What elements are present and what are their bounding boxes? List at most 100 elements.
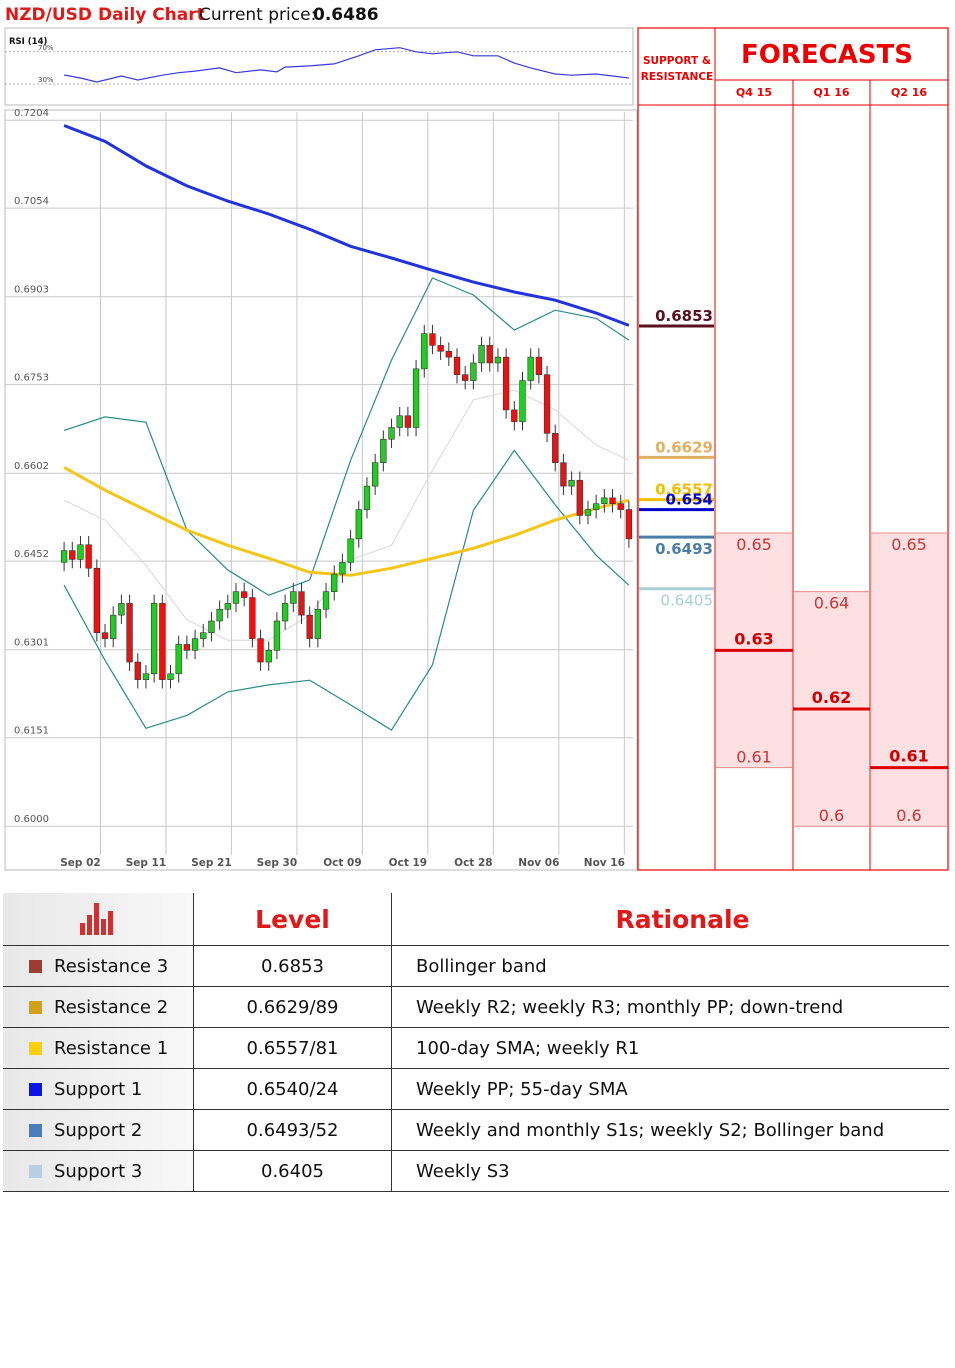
candle-body — [625, 509, 633, 540]
candle-body — [576, 479, 583, 516]
candle-body — [110, 614, 117, 639]
swatch — [29, 959, 42, 973]
candle-body — [257, 638, 264, 663]
swatch — [29, 1041, 42, 1055]
candle-body — [429, 333, 436, 346]
forecast-high: 0.65 — [891, 535, 927, 554]
candle-body — [298, 591, 305, 616]
price-label: Current price: — [199, 5, 316, 25]
x-tick-label: Sep 02 — [60, 857, 100, 869]
candle-body — [85, 544, 92, 569]
candle-body — [388, 427, 395, 440]
y-tick-label: 0.6151 — [14, 726, 49, 737]
rationale: 100-day SMA; weekly R1 — [391, 1027, 949, 1069]
icon — [80, 903, 113, 935]
forecast-target-label: 0.63 — [734, 629, 773, 648]
x-tick-label: Sep 21 — [191, 857, 231, 869]
candle-body — [290, 591, 297, 604]
candle-body — [200, 632, 207, 639]
candle-body — [322, 591, 330, 610]
table-row: Support 2 0.6493/52 Weekly and monthly S1s… — [3, 1109, 949, 1151]
forecast-high: 0.65 — [736, 535, 772, 554]
y-tick-label: 0.7054 — [14, 196, 49, 207]
candle-body — [191, 638, 199, 651]
table-row: Resistance 3 0.6853 Bollinger band — [3, 945, 949, 987]
indicator-line — [63, 277, 630, 596]
period-label: Q1 16 — [813, 86, 849, 99]
forecast-title: FORECASTS — [741, 40, 913, 70]
candle-body — [314, 608, 322, 639]
sr-label: 0.6557 — [655, 481, 713, 499]
candle-body — [568, 479, 575, 487]
level-name: Resistance 2 — [54, 996, 169, 1018]
chart-title: NZD/USD Daily Chart — [5, 5, 205, 25]
indicator-line — [63, 449, 630, 731]
forecast-low: 0.6 — [819, 806, 844, 825]
level-value: 0.6405 — [193, 1150, 392, 1192]
candle-body — [560, 462, 567, 487]
candle-body — [134, 661, 141, 680]
forecast-target-label: 0.62 — [812, 688, 851, 707]
candle-body — [142, 673, 150, 680]
level-name-cell: Support 1 — [3, 1068, 194, 1110]
candle-body — [101, 632, 109, 639]
y-tick-label: 30% — [38, 76, 54, 84]
candle-body — [118, 603, 125, 616]
candle-body — [93, 567, 101, 634]
forecast-low: 0.61 — [736, 748, 772, 767]
candle-body — [306, 614, 313, 639]
forecast-low: 0.6 — [896, 806, 921, 825]
candle-body — [347, 538, 354, 563]
x-tick-label: Nov 06 — [518, 857, 559, 869]
y-tick-label: 0.6452 — [14, 549, 49, 560]
candle-body — [175, 644, 182, 675]
x-tick-label: Oct 19 — [389, 857, 427, 869]
table-body: Resistance 3 0.6853 Bollinger band Resistan… — [3, 945, 949, 1192]
rsi-title: RSI (14) — [9, 37, 48, 47]
chart: NZD/USD Daily Chart Current price: 0.648… — [4, 5, 949, 871]
candle-body — [437, 345, 444, 352]
candle-body — [519, 380, 526, 422]
table-icon — [3, 893, 194, 946]
candle-body — [396, 415, 403, 428]
candle-body — [241, 591, 248, 598]
candle-body — [453, 356, 461, 376]
period-label: Q4 15 — [736, 86, 772, 99]
rationale: Weekly S3 — [391, 1150, 949, 1192]
level-value: 0.6629/89 — [193, 986, 392, 1028]
table-row: Support 3 0.6405 Weekly S3 — [3, 1150, 949, 1192]
indicator-line — [63, 124, 630, 327]
candle-body — [404, 415, 412, 428]
candle-body — [208, 620, 215, 634]
swatch — [29, 1082, 42, 1096]
y-tick-label: 0.7204 — [14, 108, 49, 119]
candle-body — [150, 603, 158, 675]
candle-body — [232, 591, 240, 604]
level-value: 0.6557/81 — [193, 1027, 392, 1069]
candle-body — [486, 345, 493, 364]
y-tick-label: 0.6753 — [14, 373, 49, 384]
level-value: 0.6493/52 — [193, 1109, 392, 1151]
candle-body — [470, 362, 477, 381]
y-tick-label: 0.6602 — [14, 461, 49, 472]
candle-body — [511, 409, 518, 422]
level-value: 0.6853 — [193, 945, 392, 987]
candle-body — [126, 603, 133, 663]
candle-body — [224, 603, 231, 610]
candle-body — [77, 544, 84, 560]
swatch — [29, 1164, 42, 1178]
table-row: Resistance 2 0.6629/89 Weekly R2; weekly R… — [3, 986, 949, 1028]
period-label: Q2 16 — [891, 86, 927, 99]
table-header: Rationale — [391, 893, 949, 946]
level-name-cell: Resistance 2 — [3, 986, 194, 1028]
candle-body — [535, 356, 543, 376]
candle-body — [421, 333, 428, 370]
candle-body — [412, 368, 420, 428]
candle-body — [331, 573, 338, 592]
candle-body — [462, 374, 469, 381]
candle-body — [502, 356, 510, 411]
y-tick-label: 0.6301 — [14, 638, 49, 649]
candle-body — [216, 608, 223, 622]
x-tick-label: Sep 30 — [257, 857, 297, 869]
